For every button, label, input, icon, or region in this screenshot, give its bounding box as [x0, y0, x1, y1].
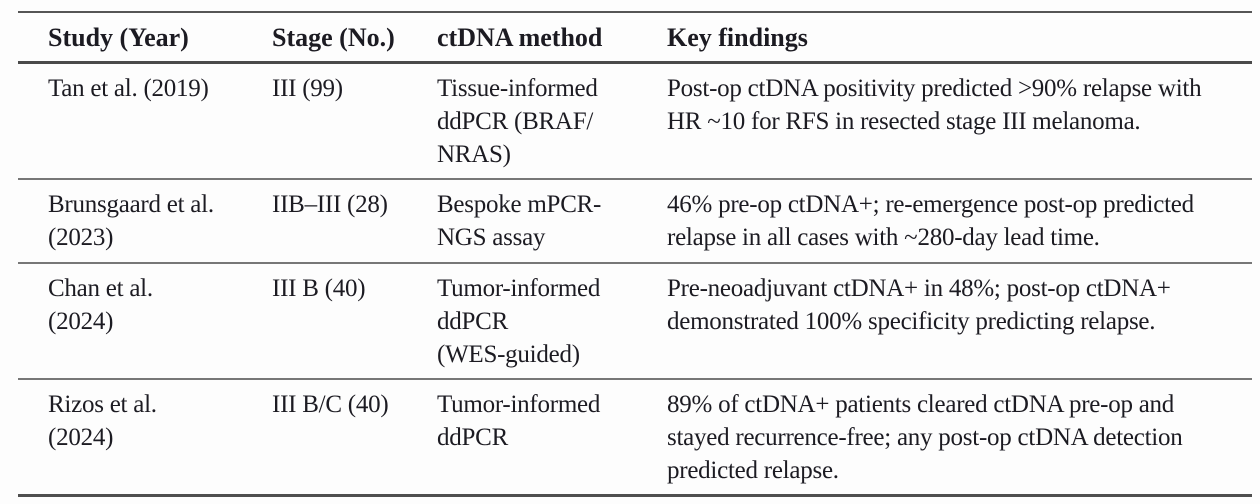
table-body: Tan et al. (2019) III (99) Tissue-inform… — [18, 62, 1252, 497]
cell-findings: 46% pre-op ctDNA+; re-emergence post-op … — [667, 179, 1252, 264]
ctdna-studies-table: Study (Year) Stage (No.) ctDNA method Ke… — [18, 11, 1252, 497]
cell-method: Tissue-informed ddPCR (BRAF/ NRAS) — [437, 62, 667, 180]
cell-study: Tan et al. (2019) — [18, 62, 272, 180]
cell-method: Tumor-informed ddPCR — [437, 379, 667, 497]
cell-method: Bespoke mPCR- NGS assay — [437, 179, 667, 264]
cell-study: Brunsgaard et al. (2023) — [18, 179, 272, 264]
header-row: Study (Year) Stage (No.) ctDNA method Ke… — [18, 12, 1252, 64]
cell-stage: III B (40) — [272, 263, 437, 380]
table-row: Tan et al. (2019) III (99) Tissue-inform… — [18, 62, 1252, 180]
table-row: Rizos et al. (2024) III B/C (40) Tumor-i… — [18, 379, 1252, 497]
column-header-stage: Stage (No.) — [272, 12, 437, 64]
cell-stage: III (99) — [272, 62, 437, 180]
cell-study: Chan et al. (2024) — [18, 263, 272, 380]
cell-findings: Post-op ctDNA positivity predicted >90% … — [667, 62, 1252, 180]
cell-findings: Pre-neoadjuvant ctDNA+ in 48%; post-op c… — [667, 263, 1252, 380]
column-header-method: ctDNA method — [437, 12, 667, 64]
cell-method: Tumor-informed ddPCR (WES-guided) — [437, 263, 667, 380]
cell-findings: 89% of ctDNA+ patients cleared ctDNA pre… — [667, 379, 1252, 497]
table-row: Brunsgaard et al. (2023) IIB–III (28) Be… — [18, 179, 1252, 264]
column-header-findings: Key findings — [667, 12, 1252, 64]
cell-study: Rizos et al. (2024) — [18, 379, 272, 497]
table-header: Study (Year) Stage (No.) ctDNA method Ke… — [18, 12, 1252, 64]
cell-stage: IIB–III (28) — [272, 179, 437, 264]
table-row: Chan et al. (2024) III B (40) Tumor-info… — [18, 263, 1252, 380]
cell-stage: III B/C (40) — [272, 379, 437, 497]
column-header-study: Study (Year) — [18, 12, 272, 64]
